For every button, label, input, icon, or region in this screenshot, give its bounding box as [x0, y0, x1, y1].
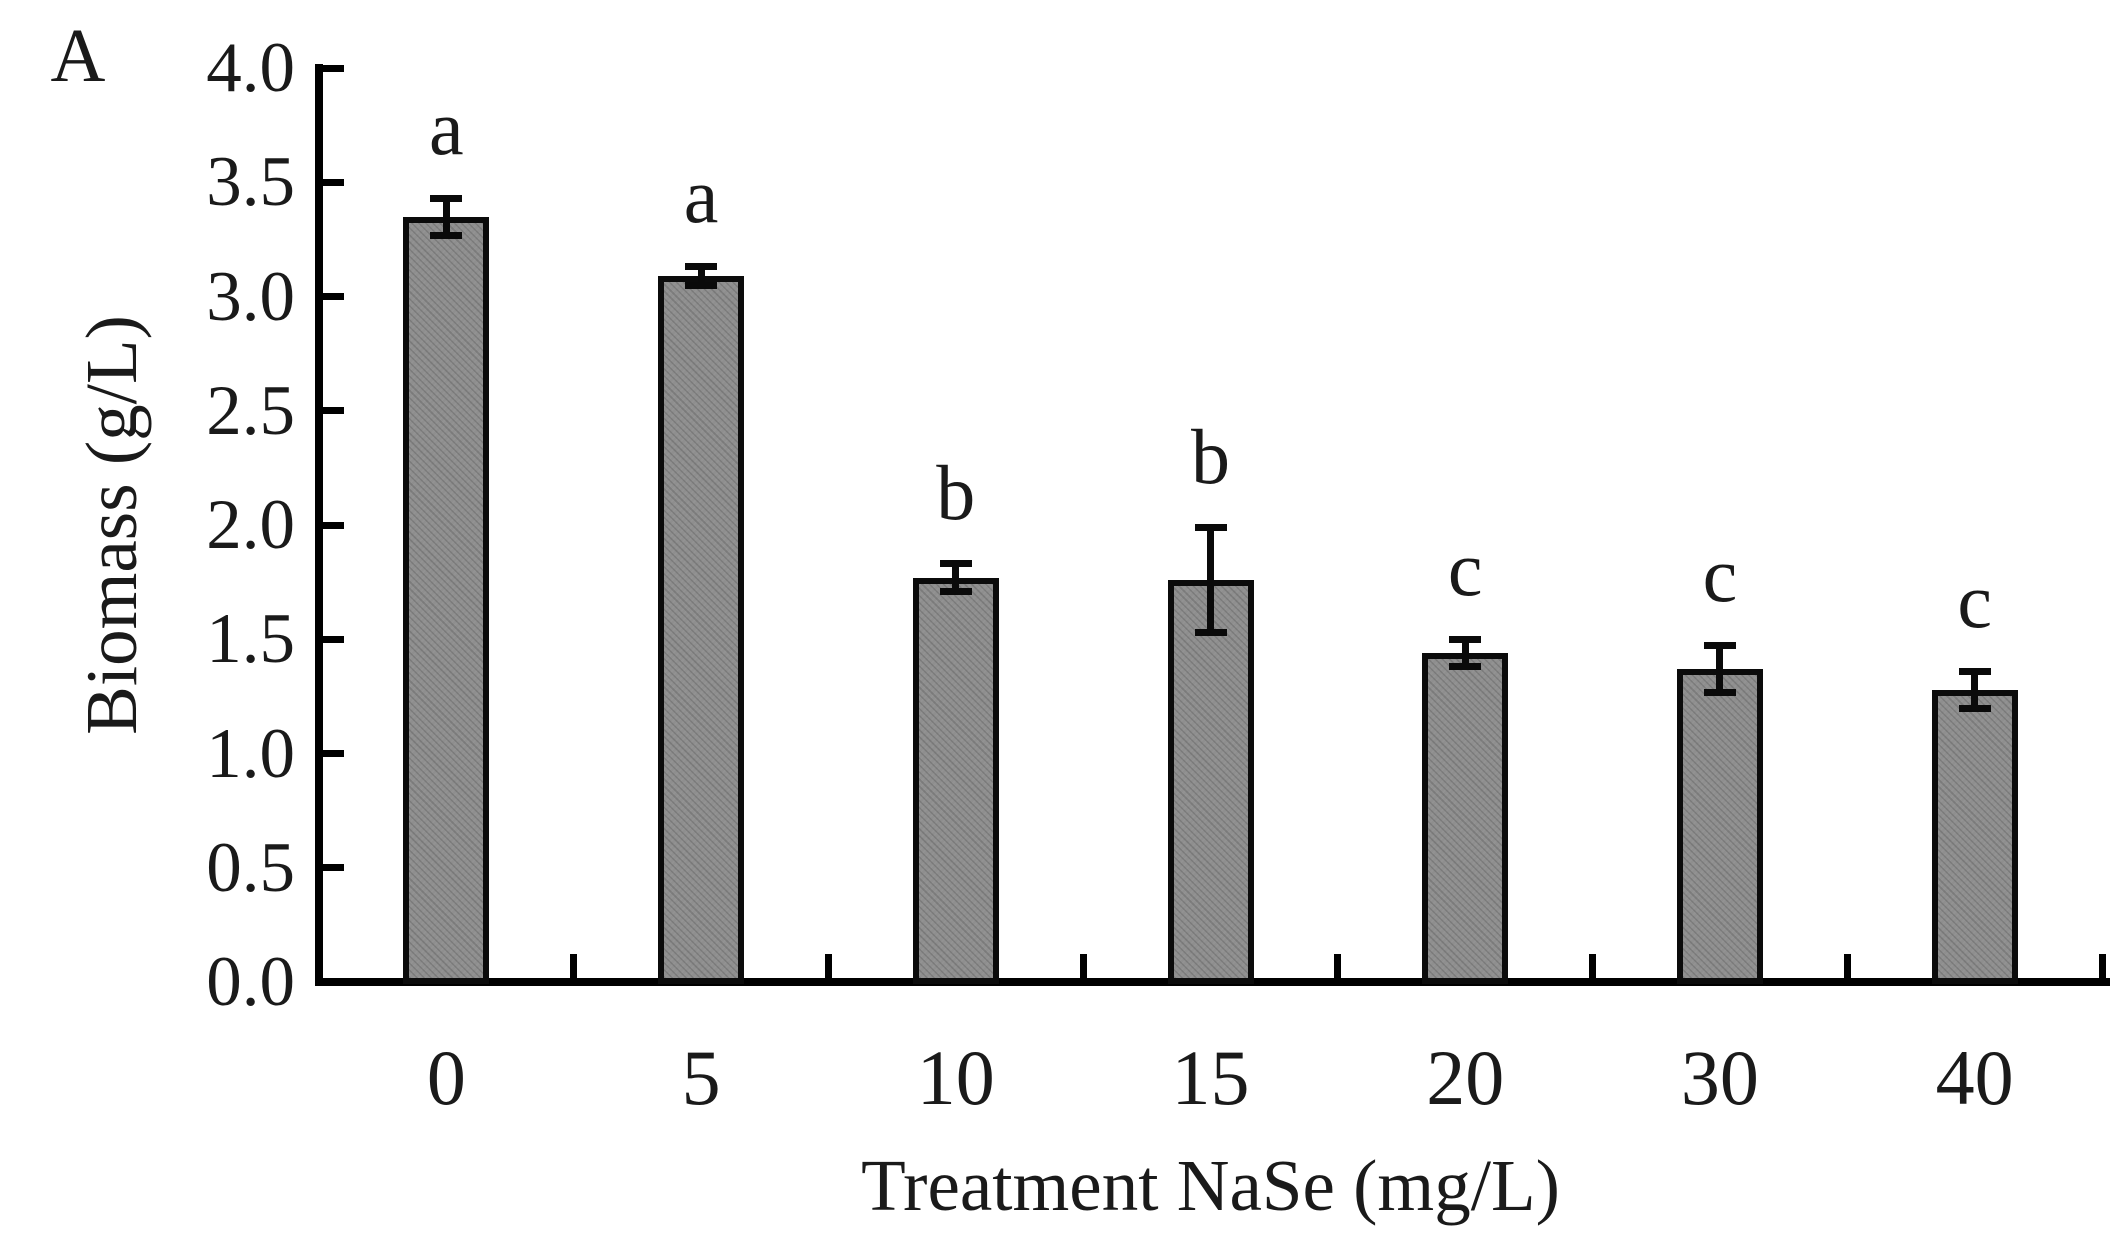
y-tick-label: 0.5	[206, 828, 295, 907]
sig-letter: c	[1957, 556, 1992, 644]
x-tick-label: 15	[1171, 1034, 1250, 1121]
bar	[1422, 652, 1509, 984]
x-axis-title: Treatment NaSe (mg/L)	[861, 1145, 1560, 1226]
y-tick	[322, 635, 344, 643]
error-bar-cap-bottom	[430, 231, 463, 239]
bar	[1676, 668, 1763, 984]
sig-letter: c	[1447, 524, 1483, 612]
sig-letter: a	[429, 83, 464, 171]
error-bar-stem	[1716, 648, 1724, 690]
bar	[912, 577, 999, 984]
y-axis-line	[314, 64, 323, 986]
y-tick-label: 1.5	[206, 600, 295, 679]
error-bar-cap-top	[939, 560, 972, 568]
sig-letter: a	[683, 152, 719, 240]
error-bar-stem	[952, 566, 960, 589]
y-tick	[322, 521, 344, 529]
error-bar-cap-top	[430, 194, 463, 202]
sig-letter: c	[1702, 531, 1738, 619]
error-bar-cap-bottom	[1703, 688, 1736, 696]
x-tick	[2098, 954, 2106, 978]
error-bar-cap-top	[685, 263, 718, 271]
x-tick-label: 10	[916, 1034, 995, 1121]
error-bar-cap-top	[1194, 523, 1227, 531]
y-tick-label: 3.5	[206, 143, 295, 222]
error-bar-cap-top	[1958, 667, 1991, 675]
bar	[1931, 689, 2018, 984]
error-bar-cap-bottom	[685, 281, 718, 289]
x-tick-label: 0	[426, 1034, 466, 1121]
error-bar-stem	[1207, 529, 1214, 631]
error-bar-cap-top	[1703, 642, 1736, 650]
error-bar-stem	[1971, 673, 1979, 706]
x-tick	[1589, 954, 1597, 978]
y-tick-label: 0.0	[206, 943, 295, 1021]
error-bar-cap-top	[1449, 635, 1482, 643]
x-tick	[1079, 954, 1087, 978]
x-tick	[1843, 954, 1851, 978]
y-tick-label: 2.0	[206, 486, 295, 564]
error-bar-stem	[697, 269, 705, 283]
x-tick	[570, 954, 578, 978]
x-tick-label: 40	[1935, 1034, 2014, 1121]
y-tick	[322, 178, 344, 186]
x-tick-label: 30	[1680, 1034, 1759, 1121]
y-tick	[322, 750, 344, 757]
bar	[1167, 579, 1254, 984]
x-tick	[824, 954, 832, 978]
x-tick-label: 5	[681, 1034, 721, 1121]
error-bar-cap-bottom	[1958, 704, 1991, 712]
y-tick	[322, 864, 344, 872]
y-tick-label: 2.5	[206, 371, 295, 450]
error-bar-cap-bottom	[939, 587, 972, 595]
bar	[403, 216, 490, 984]
x-tick-label: 20	[1426, 1034, 1505, 1121]
y-tick-label: 1.0	[206, 714, 295, 793]
y-tick-label: 4.0	[206, 29, 295, 107]
panel-label: A	[50, 14, 106, 98]
error-bar-stem	[442, 200, 450, 233]
sig-letter: b	[936, 449, 976, 537]
error-bar-cap-bottom	[1194, 629, 1227, 637]
sig-letter: b	[1191, 412, 1230, 500]
y-tick	[322, 407, 344, 415]
y-tick	[322, 293, 344, 300]
x-tick	[1334, 954, 1342, 978]
y-tick-label: 3.0	[206, 257, 295, 336]
bar	[658, 275, 745, 984]
error-bar-stem	[1461, 641, 1469, 665]
y-tick	[322, 64, 344, 72]
error-bar-cap-bottom	[1449, 663, 1482, 671]
